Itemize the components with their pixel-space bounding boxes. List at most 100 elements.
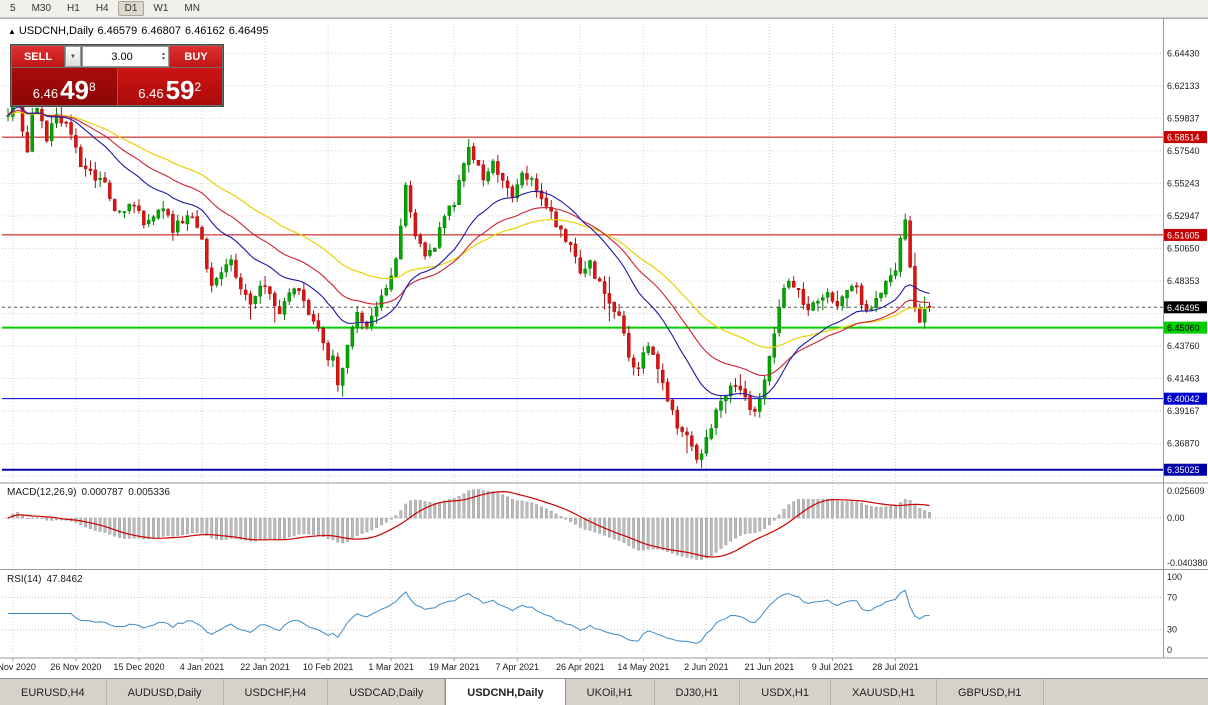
sell-price-base: 6.46 <box>32 86 59 101</box>
lot-dropdown[interactable]: ▼ <box>65 46 81 67</box>
ohlc-close: 6.46495 <box>228 25 269 37</box>
svg-text:6.59837: 6.59837 <box>1167 113 1200 123</box>
chart-tabbar: EURUSD,H4 AUDUSD,Daily USDCHF,H4 USDCAD,Dai… <box>0 678 1208 705</box>
svg-text:9 Jul 2021: 9 Jul 2021 <box>812 662 854 672</box>
svg-text:26 Apr 2021: 26 Apr 2021 <box>556 662 605 672</box>
timeframe-button-d1[interactable]: D1 <box>117 1 145 16</box>
svg-text:6.51605: 6.51605 <box>1167 230 1200 240</box>
chart-region: 6.64430 6.62133 6.59837 6.57540 6.55243 6.529… <box>0 18 1208 678</box>
timeframe-button-5[interactable]: 5 <box>10 3 16 14</box>
sell-price-point: 8 <box>89 80 96 94</box>
chart-tab-usdcnh-daily[interactable]: USDCNH,Daily <box>445 679 566 705</box>
chart-ohlc-title: ▲ USDCNH,Daily 6.46579 6.46807 6.46162 6.4649… <box>8 25 273 37</box>
buy-button[interactable]: BUY <box>170 46 222 67</box>
frame-layer <box>0 18 1208 659</box>
macd-layer <box>2 489 1163 560</box>
svg-text:6.46495: 6.46495 <box>1167 303 1200 313</box>
svg-text:6.45060: 6.45060 <box>1167 323 1200 333</box>
rsi-value: 47.8462 <box>46 574 83 585</box>
svg-text:0: 0 <box>1167 645 1172 655</box>
svg-text:1 Mar 2021: 1 Mar 2021 <box>368 662 414 672</box>
svg-text:6.39167: 6.39167 <box>1167 406 1200 416</box>
rsi-name: RSI(14) <box>7 574 42 585</box>
svg-text:-0.040380: -0.040380 <box>1167 558 1208 568</box>
chart-tab-ukoil-h1[interactable]: UKOil,H1 <box>566 679 655 705</box>
collapse-triangle-icon[interactable]: ▲ <box>8 27 16 36</box>
rsi-layer <box>2 589 1163 644</box>
chart-tab-usdchf-h4[interactable]: USDCHF,H4 <box>224 679 329 705</box>
chart-canvas[interactable]: 6.64430 6.62133 6.59837 6.57540 6.55243 6.529… <box>0 18 1208 678</box>
buy-price-base: 6.46 <box>138 86 164 101</box>
chart-tab-usdx-h1[interactable]: USDX,H1 <box>740 679 831 705</box>
one-click-trade-panel: SELL ▼ 3.00 ▲ ▼ BUY 6.46 49 8 6 <box>10 44 224 107</box>
svg-text:7 Apr 2021: 7 Apr 2021 <box>495 662 539 672</box>
ohlc-high: 6.46807 <box>141 25 182 37</box>
timeframe-button-h4[interactable]: H4 <box>95 3 109 14</box>
svg-text:6.55243: 6.55243 <box>1167 178 1200 188</box>
sell-button[interactable]: SELL <box>12 46 64 67</box>
svg-text:14 May 2021: 14 May 2021 <box>617 662 669 672</box>
chart-tab-xauusd-h1[interactable]: XAUUSD,H1 <box>831 679 937 705</box>
svg-text:2 Jun 2021: 2 Jun 2021 <box>684 662 729 672</box>
price-axis-layer: 6.64430 6.62133 6.59837 6.57540 6.55243 6.529… <box>1164 48 1208 655</box>
timeframe-button-mn[interactable]: MN <box>184 3 200 14</box>
chart-tab-eurusd-h4[interactable]: EURUSD,H4 <box>0 679 107 705</box>
svg-text:6.52947: 6.52947 <box>1167 211 1200 221</box>
svg-text:0.025609: 0.025609 <box>1167 486 1205 496</box>
svg-text:28 Jul 2021: 28 Jul 2021 <box>872 662 919 672</box>
timeframe-toolbar: 5 M30 H1 H4 D1 W1 MN <box>0 0 1208 18</box>
timeframe-button-h1[interactable]: H1 <box>67 3 80 14</box>
grid-layer <box>2 24 1163 654</box>
buy-price-pips: 59 <box>165 75 195 105</box>
ohlc-open: 6.46579 <box>97 25 138 37</box>
svg-text:6.40042: 6.40042 <box>1167 394 1200 404</box>
svg-text:6.58514: 6.58514 <box>1167 133 1200 143</box>
macd-value-2: 0.005336 <box>128 487 170 498</box>
svg-text:19 Mar 2021: 19 Mar 2021 <box>429 662 480 672</box>
sell-price-pips: 49 <box>60 75 90 105</box>
svg-text:6.35025: 6.35025 <box>1167 465 1200 475</box>
svg-text:70: 70 <box>1167 592 1177 602</box>
macd-label: MACD(12,26,9) 0.000787 0.005336 <box>7 487 175 498</box>
svg-text:6.43760: 6.43760 <box>1167 341 1200 351</box>
svg-text:30: 30 <box>1167 625 1177 635</box>
macd-value-1: 0.000787 <box>81 487 124 498</box>
svg-text:7 Nov 2020: 7 Nov 2020 <box>0 662 36 672</box>
buy-price-point: 2 <box>194 80 202 94</box>
chart-tab-audusd-daily[interactable]: AUDUSD,Daily <box>107 679 224 705</box>
levels-layer <box>2 136 1163 471</box>
svg-text:6.57540: 6.57540 <box>1167 146 1200 156</box>
macd-name: MACD(12,26,9) <box>7 487 77 498</box>
timeframe-button-m30[interactable]: M30 <box>31 3 52 14</box>
sell-price[interactable]: 6.46 49 8 <box>12 68 117 105</box>
spin-up-icon[interactable]: ▲ <box>161 50 166 57</box>
rsi-label: RSI(14) 47.8462 <box>7 574 88 585</box>
svg-text:21 Jun 2021: 21 Jun 2021 <box>745 662 795 672</box>
date-axis-layer: 7 Nov 2020 26 Nov 2020 15 Dec 2020 4 Jan 20… <box>0 658 919 672</box>
chart-tab-dj30-h1[interactable]: DJ30,H1 <box>655 679 741 705</box>
svg-text:0.00: 0.00 <box>1167 513 1185 523</box>
moving-averages-layer <box>7 106 930 398</box>
chart-tab-gbpusd-h1[interactable]: GBPUSD,H1 <box>937 679 1044 705</box>
chevron-down-icon: ▼ <box>70 53 76 60</box>
svg-text:6.62133: 6.62133 <box>1167 81 1200 91</box>
chart-tab-usdcad-daily[interactable]: USDCAD,Daily <box>328 679 446 705</box>
svg-text:26 Nov 2020: 26 Nov 2020 <box>50 662 101 672</box>
svg-text:100: 100 <box>1167 572 1182 582</box>
lot-size-value: 3.00 <box>111 50 133 63</box>
svg-text:22 Jan 2021: 22 Jan 2021 <box>240 662 290 672</box>
svg-text:6.36870: 6.36870 <box>1167 439 1200 449</box>
lot-size-input[interactable]: 3.00 ▲ ▼ <box>82 46 169 67</box>
symbol-title: USDCNH,Daily <box>18 25 94 37</box>
buy-price[interactable]: 6.46 59 2 <box>117 68 222 105</box>
svg-text:15 Dec 2020: 15 Dec 2020 <box>113 662 164 672</box>
svg-text:6.50650: 6.50650 <box>1167 243 1200 253</box>
timeframe-button-w1[interactable]: W1 <box>153 3 169 14</box>
svg-text:6.48353: 6.48353 <box>1167 276 1200 286</box>
ohlc-low: 6.46162 <box>185 25 225 37</box>
svg-text:6.64430: 6.64430 <box>1167 48 1200 58</box>
svg-text:4 Jan 2021: 4 Jan 2021 <box>180 662 225 672</box>
candles-layer <box>6 51 932 468</box>
spin-down-icon[interactable]: ▼ <box>161 55 166 62</box>
lot-spinner[interactable]: ▲ ▼ <box>161 50 168 62</box>
